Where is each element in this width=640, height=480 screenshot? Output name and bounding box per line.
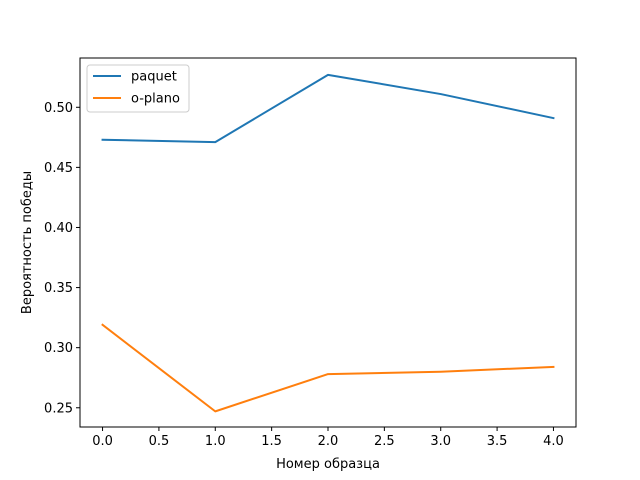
series-line-o-plano [101, 323, 555, 413]
x-axis-label: Номер образца [276, 457, 380, 472]
y-axis-label: Вероятность победы [20, 171, 35, 314]
legend-label-paquet: paquet [131, 70, 177, 85]
x-tick-label: 2.0 [318, 434, 339, 449]
y-tick-label: 0.35 [44, 281, 73, 296]
y-tick-label: 0.40 [44, 221, 73, 236]
series-layer [101, 73, 555, 413]
x-tick-label: 0.0 [92, 434, 113, 449]
x-tick-label: 3.5 [487, 434, 508, 449]
y-tick-label: 0.45 [44, 161, 73, 176]
x-axis-ticks: 0.0 0.5 1.0 1.5 2.0 2.5 3.0 3.5 4.0 [92, 427, 564, 449]
y-tick-label: 0.30 [44, 341, 73, 356]
y-axis-ticks: 0.25 0.30 0.35 0.40 0.45 0.50 [44, 101, 80, 416]
x-tick-label: 3.0 [430, 434, 451, 449]
plot-frame [79, 57, 577, 428]
x-tick-label: 4.0 [543, 434, 564, 449]
y-tick-label: 0.50 [44, 101, 73, 116]
x-tick-label: 0.5 [149, 434, 170, 449]
x-tick-label: 1.0 [205, 434, 226, 449]
legend: paquet o-plano [86, 64, 190, 113]
series-line-paquet [101, 73, 555, 144]
legend-label-o-plano: o-plano [131, 92, 180, 107]
y-tick-label: 0.25 [44, 401, 73, 416]
x-tick-label: 2.5 [374, 434, 395, 449]
x-tick-label: 1.5 [261, 434, 282, 449]
